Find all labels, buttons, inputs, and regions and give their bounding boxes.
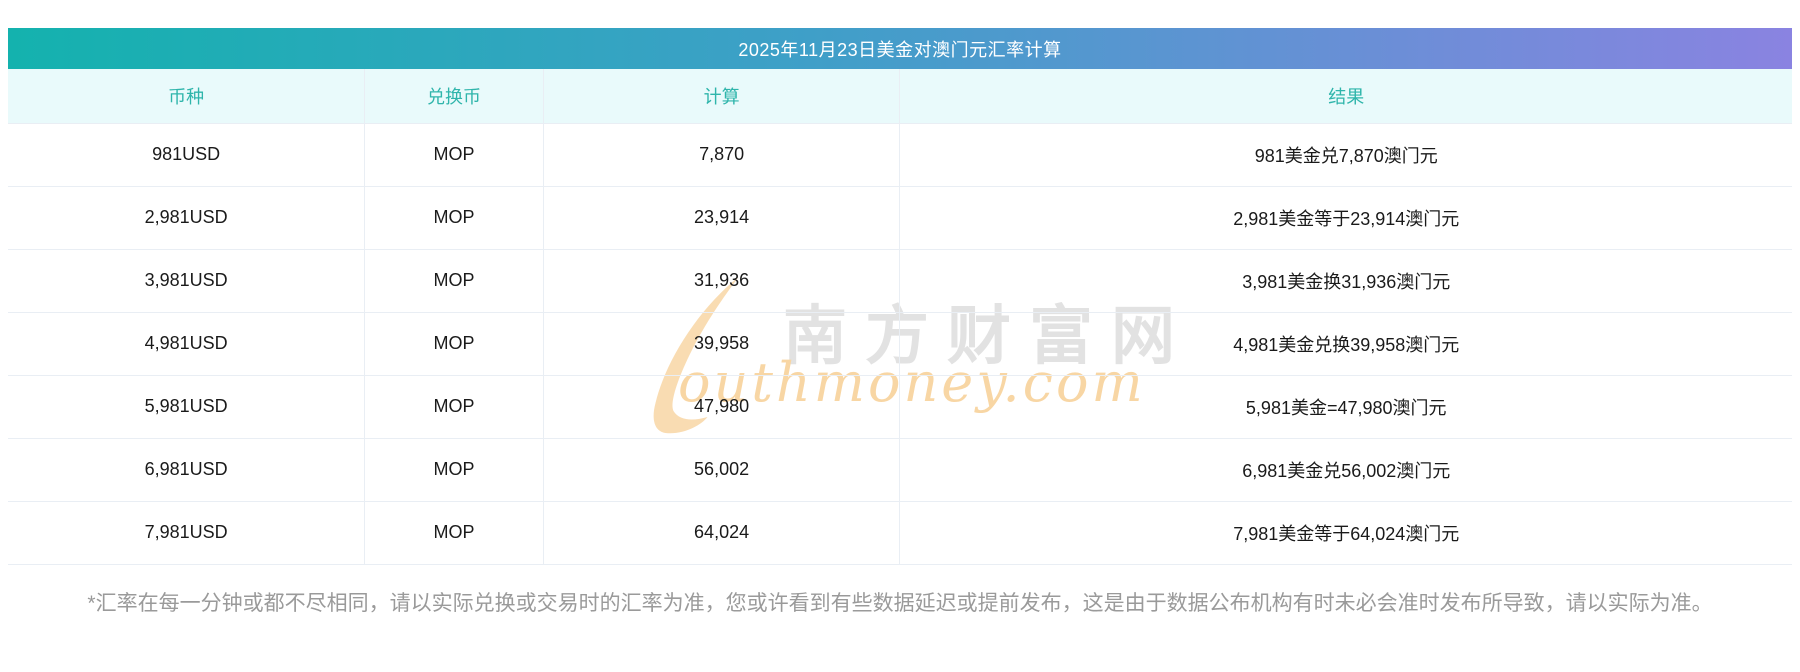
table-row: 3,981USD MOP 31,936 3,981美金换31,936澳门元 xyxy=(8,248,1792,312)
cell-calc: 23,914 xyxy=(543,185,901,249)
cell-result: 3,981美金换31,936澳门元 xyxy=(899,248,1792,312)
table-row: 7,981USD MOP 64,024 7,981美金等于64,024澳门元 xyxy=(8,500,1792,565)
cell-currency: 5,981USD xyxy=(8,374,366,438)
cell-result: 4,981美金兑换39,958澳门元 xyxy=(899,311,1792,375)
cell-result: 7,981美金等于64,024澳门元 xyxy=(899,500,1792,565)
cell-calc: 56,002 xyxy=(543,437,901,501)
cell-target: MOP xyxy=(364,374,544,438)
cell-result: 6,981美金兑56,002澳门元 xyxy=(899,437,1792,501)
cell-currency: 3,981USD xyxy=(8,248,366,312)
table-row: 5,981USD MOP 47,980 5,981美金=47,980澳门元 xyxy=(8,374,1792,438)
cell-currency: 6,981USD xyxy=(8,437,366,501)
cell-target: MOP xyxy=(364,311,544,375)
cell-currency: 4,981USD xyxy=(8,311,366,375)
table-row: 6,981USD MOP 56,002 6,981美金兑56,002澳门元 xyxy=(8,437,1792,501)
cell-calc: 64,024 xyxy=(543,500,901,565)
table-row: 4,981USD MOP 39,958 4,981美金兑换39,958澳门元 xyxy=(8,311,1792,375)
cell-result: 981美金兑7,870澳门元 xyxy=(899,122,1792,186)
cell-target: MOP xyxy=(364,248,544,312)
cell-currency: 2,981USD xyxy=(8,185,366,249)
page-title: 2025年11月23日美金对澳门元汇率计算 xyxy=(738,39,1062,60)
table-row: 2,981USD MOP 23,914 2,981美金等于23,914澳门元 xyxy=(8,185,1792,249)
table-body: 981USD MOP 7,870 981美金兑7,870澳门元 2,981USD… xyxy=(8,122,1792,565)
cell-currency: 981USD xyxy=(8,122,366,186)
cell-target: MOP xyxy=(364,122,544,186)
cell-currency: 7,981USD xyxy=(8,500,366,565)
disclaimer-footnote: *汇率在每一分钟或都不尽相同，请以实际兑换或交易时的汇率为准，您或许看到有些数据… xyxy=(87,591,1713,615)
cell-target: MOP xyxy=(364,437,544,501)
table-row: 981USD MOP 7,870 981美金兑7,870澳门元 xyxy=(8,122,1792,186)
column-header-calc: 计算 xyxy=(543,69,901,123)
column-header-result: 结果 xyxy=(899,69,1792,123)
cell-calc: 39,958 xyxy=(543,311,901,375)
cell-result: 2,981美金等于23,914澳门元 xyxy=(899,185,1792,249)
column-header-currency: 币种 xyxy=(8,69,366,123)
table-header: 币种 兑换币 计算 结果 xyxy=(8,69,1792,123)
cell-target: MOP xyxy=(364,185,544,249)
cell-calc: 7,870 xyxy=(543,122,901,186)
cell-result: 5,981美金=47,980澳门元 xyxy=(899,374,1792,438)
column-header-target: 兑换币 xyxy=(364,69,544,123)
cell-calc: 47,980 xyxy=(543,374,901,438)
exchange-rate-table: 币种 兑换币 计算 结果 981USD MOP 7,870 981美金兑7,87… xyxy=(8,69,1792,565)
table-title-bar: 2025年11月23日美金对澳门元汇率计算 xyxy=(8,28,1792,69)
cell-calc: 31,936 xyxy=(543,248,901,312)
content-container: 2025年11月23日美金对澳门元汇率计算 南方财富网 outhmoney.co… xyxy=(8,28,1792,620)
cell-target: MOP xyxy=(364,500,544,565)
